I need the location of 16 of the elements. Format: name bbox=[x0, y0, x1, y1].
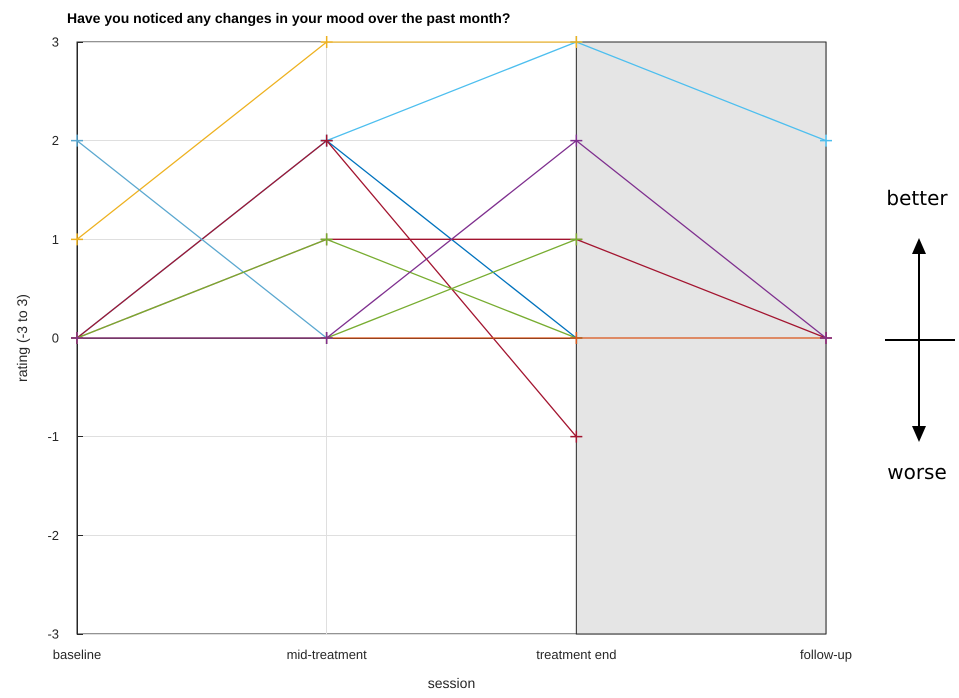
text: worse bbox=[887, 460, 947, 484]
y-tick-label: 1 bbox=[52, 232, 59, 247]
x-axis-title: session bbox=[428, 675, 476, 691]
y-tick-label: -1 bbox=[47, 429, 59, 444]
y-tick-label: 0 bbox=[52, 330, 59, 346]
y-tick-label: -2 bbox=[47, 528, 59, 543]
x-tick-label: treatment end bbox=[536, 647, 616, 662]
x-tick-label: mid-treatment bbox=[286, 647, 368, 662]
chart-title: Have you noticed any changes in your mood over the past month? bbox=[67, 10, 510, 26]
y-tick-label: 2 bbox=[52, 133, 59, 148]
y-tick-label: -3 bbox=[47, 626, 59, 642]
x-tick-label: follow-up bbox=[800, 647, 852, 662]
y-axis-title: rating (-3 to 3) bbox=[14, 294, 30, 382]
text: better bbox=[886, 186, 948, 210]
y-tick-label: 3 bbox=[52, 34, 59, 50]
x-tick-label: baseline bbox=[52, 647, 102, 662]
